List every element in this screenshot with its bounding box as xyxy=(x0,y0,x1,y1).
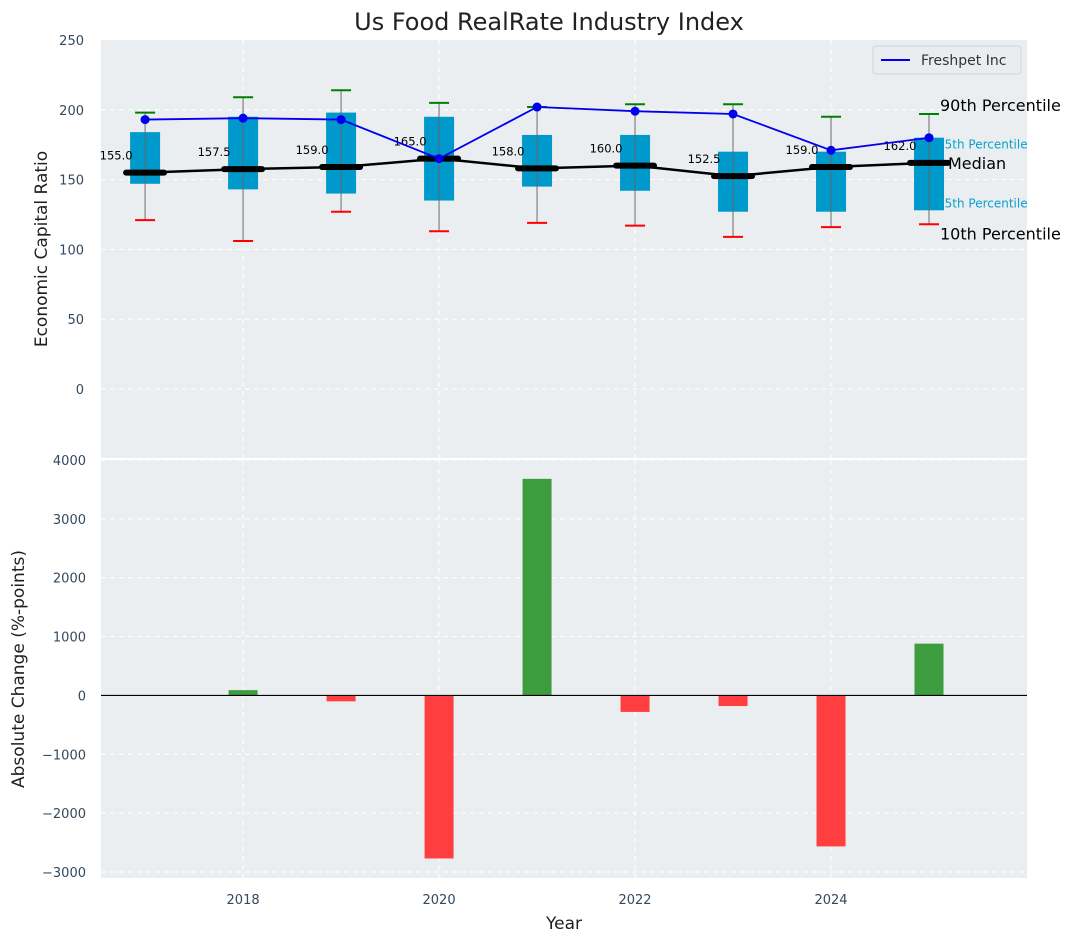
bar-2021 xyxy=(522,478,552,696)
bar-2025 xyxy=(914,643,944,696)
firm-point xyxy=(728,109,738,119)
firm-line-group xyxy=(140,102,934,164)
median-value-label: 157.5 xyxy=(198,145,231,159)
bottom-y-tick-label: 2000 xyxy=(53,572,86,587)
bottom-y-ticks: −3000 −2000 −1000 0 1000 2000 3000 4000 xyxy=(42,454,86,881)
bar-2022 xyxy=(620,695,650,712)
annotation-25th-percentile: 25th Percentile xyxy=(937,196,1028,210)
annotation-10th-percentile: 10th Percentile xyxy=(940,224,1061,243)
x-axis-title: Year xyxy=(545,914,582,934)
x-ticks: 2018 2020 2022 2024 xyxy=(227,893,848,908)
top-y-tick-label: 150 xyxy=(59,174,84,189)
bottom-y-tick-label: −3000 xyxy=(42,866,86,881)
median-value-label: 158.0 xyxy=(492,144,525,158)
bottom-y-axis-title: Absolute Change (%-points) xyxy=(9,550,29,788)
median-line-group: 155.0 157.5 159.0 165.0 158.0 160.0 152.5 159.0… xyxy=(100,135,952,180)
median-value-label: 159.0 xyxy=(296,143,329,157)
percentile-annotations: 90th Percentile 75th Percentile Median 2… xyxy=(937,96,1061,243)
firm-point xyxy=(140,115,150,125)
bar-2020 xyxy=(424,695,454,859)
chart-title: Us Food RealRate Industry Index xyxy=(354,8,744,36)
bar-2023 xyxy=(718,695,748,707)
median-value-label: 159.0 xyxy=(786,143,819,157)
firm-point xyxy=(532,102,542,112)
annotation-median: Median xyxy=(948,154,1006,173)
top-y-tick-label: 50 xyxy=(67,313,84,328)
median-value-label: 155.0 xyxy=(100,149,133,163)
firm-point xyxy=(336,115,346,125)
box-2019 xyxy=(326,89,357,213)
box-2025 xyxy=(914,112,945,226)
bar-2018 xyxy=(228,690,258,696)
top-y-ticks: 0 50 100 150 200 250 xyxy=(59,34,84,398)
bottom-y-tick-label: 4000 xyxy=(53,454,86,469)
x-tick-label: 2018 xyxy=(227,893,260,908)
bottom-y-tick-label: −1000 xyxy=(42,748,86,763)
firm-point xyxy=(238,113,248,123)
box-2023 xyxy=(718,103,749,238)
x-tick-label: 2024 xyxy=(814,893,847,908)
box-2018 xyxy=(228,96,259,243)
top-y-tick-label: 0 xyxy=(76,383,84,398)
firm-point xyxy=(826,145,836,155)
x-tick-label: 2022 xyxy=(618,893,651,908)
bottom-y-tick-label: 1000 xyxy=(53,631,86,646)
top-y-tick-label: 200 xyxy=(59,104,84,119)
annotation-90th-percentile: 90th Percentile xyxy=(940,96,1061,115)
top-y-tick-label: 250 xyxy=(59,34,84,49)
firm-point xyxy=(924,133,934,143)
top-y-tick-label: 100 xyxy=(59,243,84,258)
annotation-75th-percentile: 75th Percentile xyxy=(937,138,1028,152)
legend: Freshpet Inc xyxy=(872,45,1022,75)
firm-point xyxy=(630,106,640,116)
legend-box xyxy=(872,45,1022,75)
median-value-label: 160.0 xyxy=(590,142,623,156)
top-y-axis-title: Economic Capital Ratio xyxy=(32,151,52,347)
bar-2019 xyxy=(326,695,356,702)
median-value-label: 165.0 xyxy=(394,135,427,149)
top-panel: 0 50 100 150 200 250 Economic Capital Ratio 1… xyxy=(32,34,1061,458)
firm-point xyxy=(434,154,444,164)
bottom-plot-area xyxy=(101,460,1027,878)
bottom-y-tick-label: 0 xyxy=(78,689,86,704)
x-tick-label: 2020 xyxy=(423,893,456,908)
legend-entry-freshpet: Freshpet Inc xyxy=(921,53,1006,69)
bar-2024 xyxy=(816,695,846,847)
bars xyxy=(228,478,944,859)
median-value-label: 152.5 xyxy=(688,152,721,166)
bottom-panel: −3000 −2000 −1000 0 1000 2000 3000 4000 Absolut… xyxy=(9,454,1027,934)
bottom-y-tick-label: 3000 xyxy=(53,513,86,528)
bottom-y-tick-label: −2000 xyxy=(42,807,86,822)
box-2024 xyxy=(816,115,847,229)
